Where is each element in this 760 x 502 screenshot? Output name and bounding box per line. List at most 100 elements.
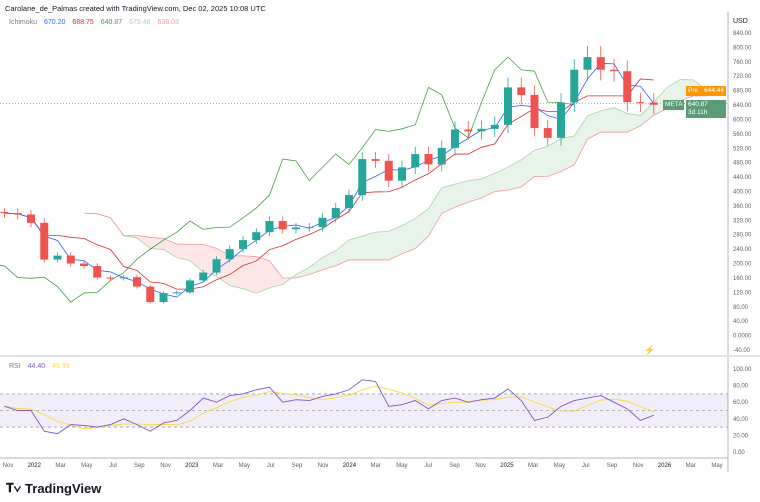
candle-body: [278, 221, 287, 230]
rsi-tick-label: 80.00: [733, 384, 749, 390]
candle-body: [53, 255, 62, 260]
earnings-event-icon: ⚡: [644, 344, 655, 356]
time-tick-label: Sep: [607, 463, 618, 469]
ichimoku-cloud-segment: [335, 239, 349, 266]
candle-body: [159, 293, 168, 303]
time-tick-label: Mar: [370, 463, 380, 469]
ichimoku-cloud-segment: [269, 260, 283, 288]
time-tick-label: May: [554, 463, 565, 469]
rsi-tick-label: 20.00: [733, 433, 749, 439]
ichimoku-cloud-segment: [481, 173, 495, 198]
ichimoku-cloud-segment: [561, 135, 575, 172]
time-tick-label: May: [81, 463, 92, 469]
ichimoku-cloud-segment: [402, 218, 416, 254]
ichimoku-cloud-segment: [322, 250, 336, 270]
time-tick-label: Mar: [55, 463, 65, 469]
candle-body: [610, 69, 618, 72]
price-tick-label: 440.00: [733, 175, 752, 181]
candle-body: [371, 159, 380, 161]
candle-body: [517, 87, 526, 95]
legend-span-b-value: 638.03: [157, 19, 179, 26]
candle-body: [0, 211, 9, 214]
ichimoku-cloud-segment: [243, 255, 257, 294]
candle-body: [318, 217, 327, 228]
candle-body: [212, 259, 221, 273]
time-tick-label: 2023: [185, 463, 199, 469]
candle-body: [583, 57, 592, 70]
currency-label: USD: [733, 18, 748, 25]
candle-body: [477, 128, 486, 132]
last-price-tag: 640.87 3d 11h: [686, 100, 726, 118]
ichimoku-cloud-segment: [574, 115, 588, 165]
candle-body: [40, 222, 49, 260]
time-tick-label: Nov: [475, 463, 486, 469]
time-tick-label: May: [711, 463, 722, 469]
candle-body: [451, 129, 459, 148]
rsi-ma-line: [4, 385, 654, 430]
rsi-legend[interactable]: RSI 44.40 49.99: [9, 363, 75, 370]
ichimoku-cloud-segment: [428, 187, 442, 237]
price-tick-label: 480.00: [733, 161, 752, 167]
candle-body: [623, 71, 632, 103]
tv-logo-icon: 𝐓∨: [6, 481, 22, 495]
price-tick-label: 520.00: [733, 146, 752, 152]
candle-body: [225, 249, 234, 260]
pre-label: Pre: [688, 87, 699, 94]
price-tick-label: 160.00: [733, 276, 752, 282]
ichimoku-cloud-segment: [190, 244, 204, 273]
rsi-tick-label: 40.00: [733, 417, 749, 423]
time-tick-label: Jul: [424, 463, 432, 469]
time-tick-label: Mar: [528, 463, 538, 469]
candle-body: [504, 87, 512, 125]
price-tick-label: 240.00: [733, 247, 752, 253]
legend-conversion-value: 670.20: [43, 19, 66, 26]
ichimoku-cloud-segment: [176, 244, 190, 261]
rsi-ma-value: 49.99: [52, 363, 70, 370]
candle-body: [411, 154, 420, 168]
attribution: Carolane_de_Palmas created with TradingV…: [5, 4, 266, 13]
ichimoku-cloud-segment: [521, 150, 535, 187]
ichimoku-cloud-segment: [587, 110, 601, 140]
leading-span-a: [83, 79, 708, 294]
ichimoku-cloud-segment: [508, 159, 522, 191]
candle-body: [490, 124, 499, 129]
candle-body: [66, 255, 75, 264]
candle-body: [106, 277, 115, 279]
time-tick-label: Nov: [3, 463, 14, 469]
ichimoku-legend[interactable]: Ichimoku 670.20 688.75 640.87 679.48 638…: [9, 19, 184, 26]
candle-body: [345, 195, 353, 209]
candle-body: [80, 263, 88, 267]
candle-body: [570, 69, 579, 103]
candle-body: [424, 154, 433, 165]
ichimoku-cloud-segment: [455, 180, 469, 208]
time-tick-label: Jul: [582, 463, 590, 469]
ichimoku-cloud-segment: [441, 184, 455, 214]
time-tick-label: Sep: [449, 463, 460, 469]
candle-body: [186, 280, 194, 293]
candle-body: [331, 208, 340, 218]
candle-body: [305, 227, 314, 229]
ichimoku-cloud-segment: [388, 225, 402, 260]
time-tick-label: Mar: [686, 463, 696, 469]
candle-body: [133, 277, 141, 287]
ichimoku-cloud-segment: [494, 167, 508, 192]
ichimoku-cloud-segment: [627, 113, 641, 133]
price-tick-label: 320.00: [733, 218, 752, 224]
ichimoku-cloud-segment: [600, 107, 614, 133]
time-tick-label: Jul: [267, 463, 275, 469]
price-tick-label: 280.00: [733, 233, 752, 239]
candle-body: [292, 227, 300, 230]
time-tick-label: Mar: [213, 463, 223, 469]
ichimoku-cloud-segment: [468, 178, 482, 203]
price-tick-label: 640.00: [733, 103, 752, 109]
time-tick-label: 2025: [500, 463, 514, 469]
ichimoku-cloud-segment: [137, 235, 151, 249]
price-tick-label: 360.00: [733, 204, 752, 210]
candle-body: [358, 159, 367, 196]
tradingview-logo[interactable]: 𝐓∨ TradingView: [6, 481, 101, 496]
legend-lagging-value: 640.87: [100, 19, 123, 26]
time-tick-label: Nov: [160, 463, 171, 469]
price-tick-label: 200.00: [733, 262, 752, 268]
